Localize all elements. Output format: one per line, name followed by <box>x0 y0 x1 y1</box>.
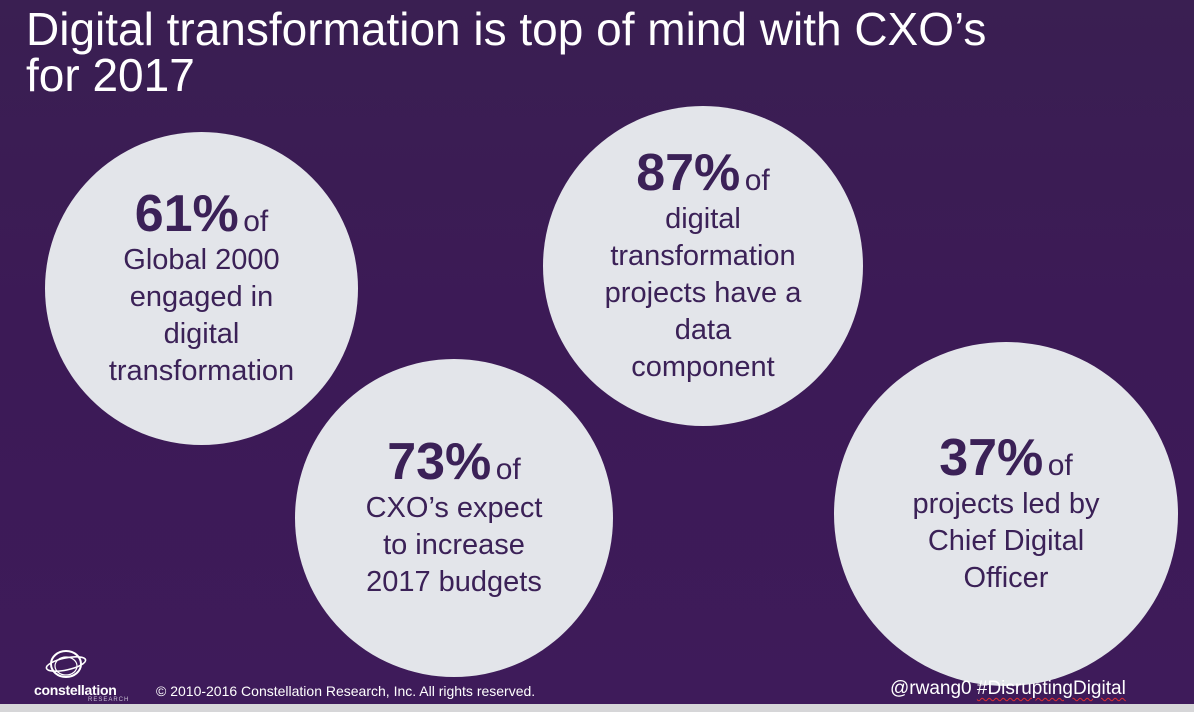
stat-description-line: Chief Digital <box>927 524 1085 557</box>
slide-title: Digital transformation is top of mind wi… <box>26 6 1176 98</box>
stat-description-line: 2017 budgets <box>366 565 542 598</box>
stat-description: digital transformation projects have a d… <box>605 201 802 386</box>
stat-circle-data-component: 87% of digital transformation projects h… <box>543 106 863 426</box>
stat-description-line: Global 2000 <box>123 243 280 276</box>
stat-description-line: projects led by <box>912 487 1100 520</box>
stat-description-line: engaged in <box>129 280 274 313</box>
stat-description-line: data <box>674 313 732 346</box>
stat-connector: of <box>1047 448 1073 482</box>
logo-subtitle: RESEARCH <box>88 697 130 703</box>
stat-headline: 61% of <box>135 188 269 240</box>
hashtag: #DisruptingDigital <box>976 678 1126 699</box>
stat-headline: 73% of <box>387 436 521 488</box>
stat-description-line: projects have a <box>604 276 802 309</box>
stat-description-line: transformation <box>610 239 796 272</box>
stat-description-line: component <box>631 350 775 383</box>
stat-description-line: transformation <box>108 354 295 387</box>
stat-description-line: digital <box>665 202 741 235</box>
slide-title-line-1: Digital transformation is top of mind wi… <box>26 3 987 55</box>
stat-value: 73% <box>387 432 492 491</box>
copyright-notice: © 2010-2016 Constellation Research, Inc.… <box>156 683 536 699</box>
stat-description: Global 2000 engaged in digital transform… <box>109 242 294 390</box>
stat-description: projects led by Chief Digital Officer <box>913 486 1100 597</box>
stat-description-line: to increase <box>383 528 525 561</box>
logo-wordmark: constellation <box>34 682 117 698</box>
stat-value: 87% <box>636 143 741 202</box>
constellation-logo-icon <box>45 650 87 678</box>
stat-value: 37% <box>939 428 1044 487</box>
stat-connector: of <box>243 204 269 238</box>
footer-divider <box>0 704 1194 712</box>
stat-circle-budgets: 73% of CXO’s expect to increase 2017 bud… <box>295 359 613 677</box>
stat-connector: of <box>744 163 770 197</box>
slide-title-line-2: for 2017 <box>26 49 195 101</box>
stat-circle-chief-digital-officer: 37% of projects led by Chief Digital Off… <box>834 342 1178 686</box>
stat-description-line: Officer <box>963 561 1049 594</box>
stat-circle-global-2000: 61% of Global 2000 engaged in digital tr… <box>45 132 358 445</box>
stat-value: 61% <box>134 184 239 243</box>
stat-description-line: digital <box>163 317 240 350</box>
stat-description-line: CXO’s expect <box>365 491 543 524</box>
twitter-handle: @rwang0 <box>890 678 977 699</box>
stat-connector: of <box>495 452 521 486</box>
stat-headline: 87% of <box>636 147 770 199</box>
social-handle: @rwang0 #DisruptingDigital <box>890 678 1126 700</box>
stat-headline: 37% of <box>939 432 1073 484</box>
stat-description: CXO’s expect to increase 2017 budgets <box>366 490 543 601</box>
